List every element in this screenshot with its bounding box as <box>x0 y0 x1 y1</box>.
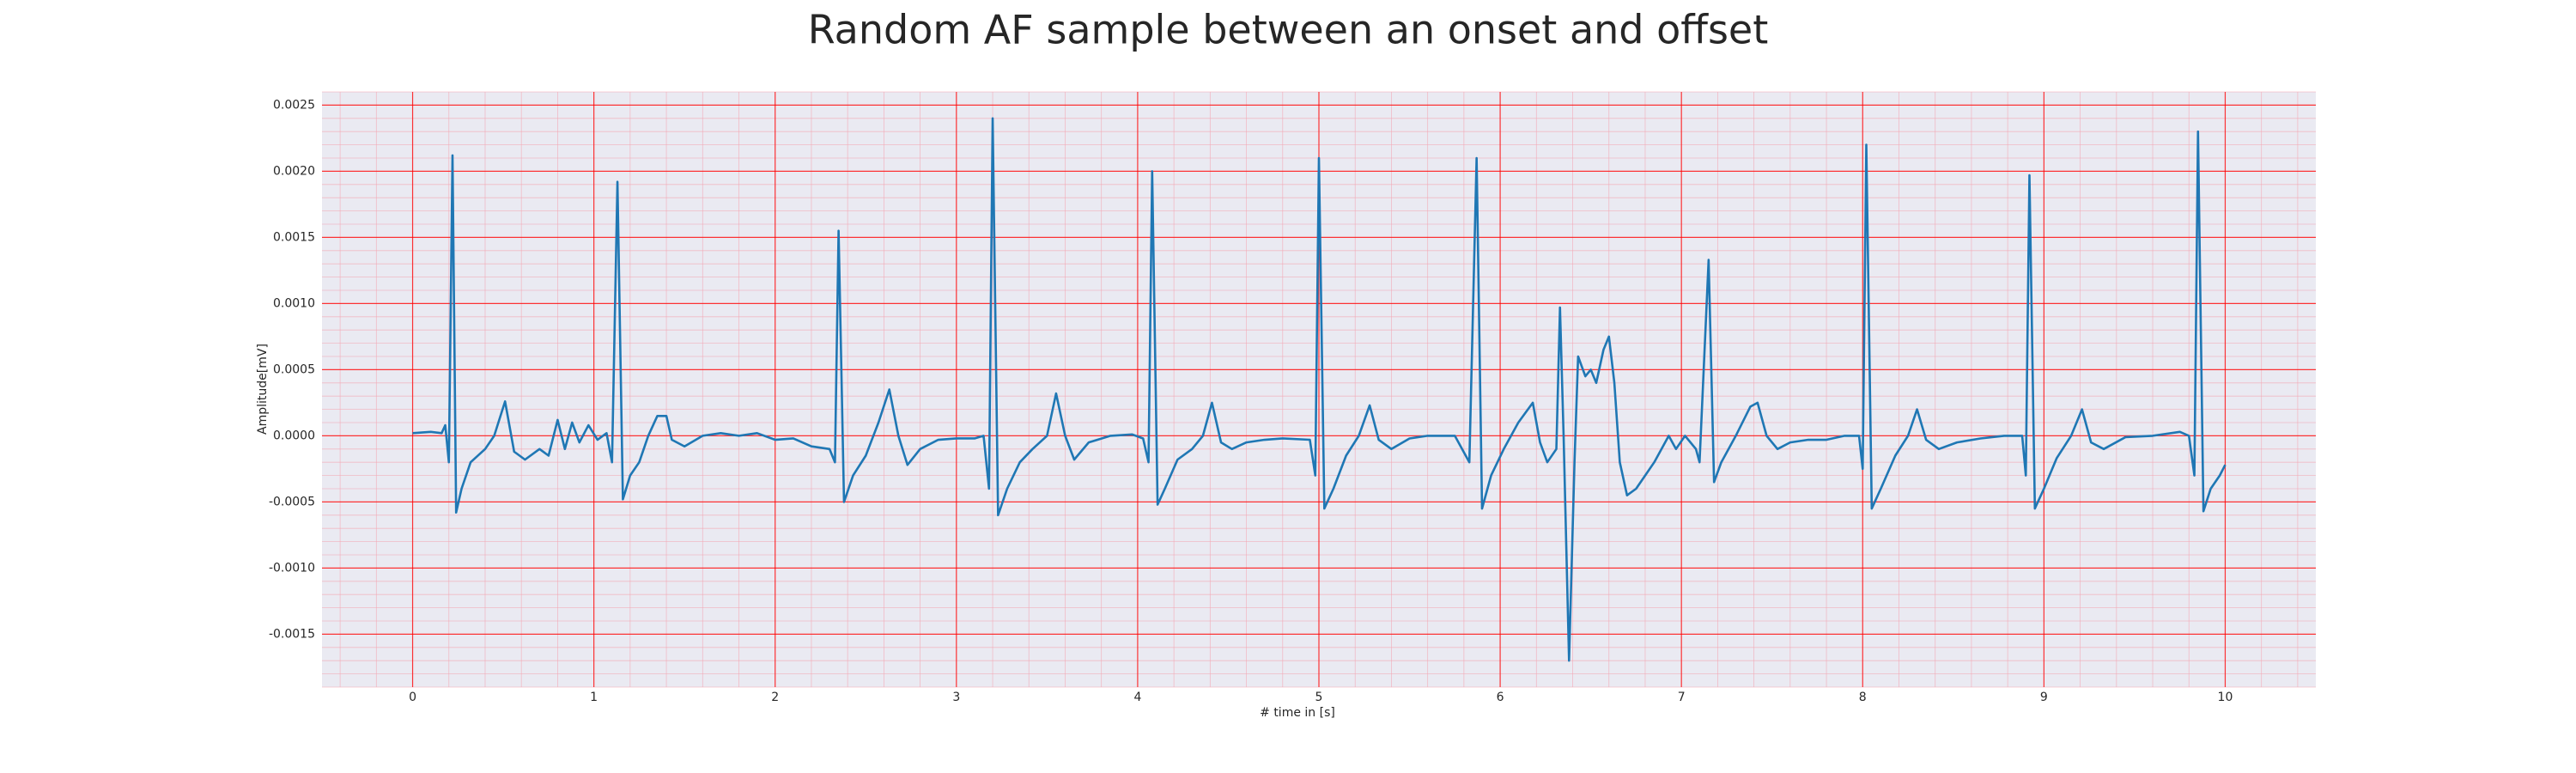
chart-title: Random AF sample between an onset and of… <box>808 7 1769 53</box>
y-tick-label: -0.0010 <box>269 561 315 575</box>
x-axis-label: # time in [s] <box>1260 706 1335 720</box>
x-tick-label: 5 <box>1315 691 1323 704</box>
y-tick-label: -0.0015 <box>269 627 315 641</box>
x-tick-label: 4 <box>1133 691 1141 704</box>
x-tick-label: 10 <box>2218 691 2233 704</box>
y-tick-label: 0.0015 <box>273 230 315 244</box>
y-axis-label: Amplitude[mV] <box>256 344 270 435</box>
y-tick-label: 0.0025 <box>273 98 315 112</box>
x-tick-label: 8 <box>1859 691 1867 704</box>
x-tick-label: 6 <box>1497 691 1504 704</box>
y-tick-label: -0.0005 <box>269 495 315 508</box>
y-tick-label: 0.0010 <box>273 296 315 310</box>
x-tick-label: 9 <box>2040 691 2048 704</box>
x-tick-label: 0 <box>409 691 416 704</box>
y-tick-label: 0.0005 <box>273 362 315 376</box>
x-tick-label: 1 <box>590 691 598 704</box>
signal-line <box>412 117 2227 662</box>
y-tick-label: 0.0020 <box>273 164 315 178</box>
x-tick-label: 7 <box>1678 691 1686 704</box>
y-tick-label: 0.0000 <box>273 429 315 442</box>
x-tick-label: 2 <box>771 691 779 704</box>
x-tick-label: 3 <box>952 691 960 704</box>
